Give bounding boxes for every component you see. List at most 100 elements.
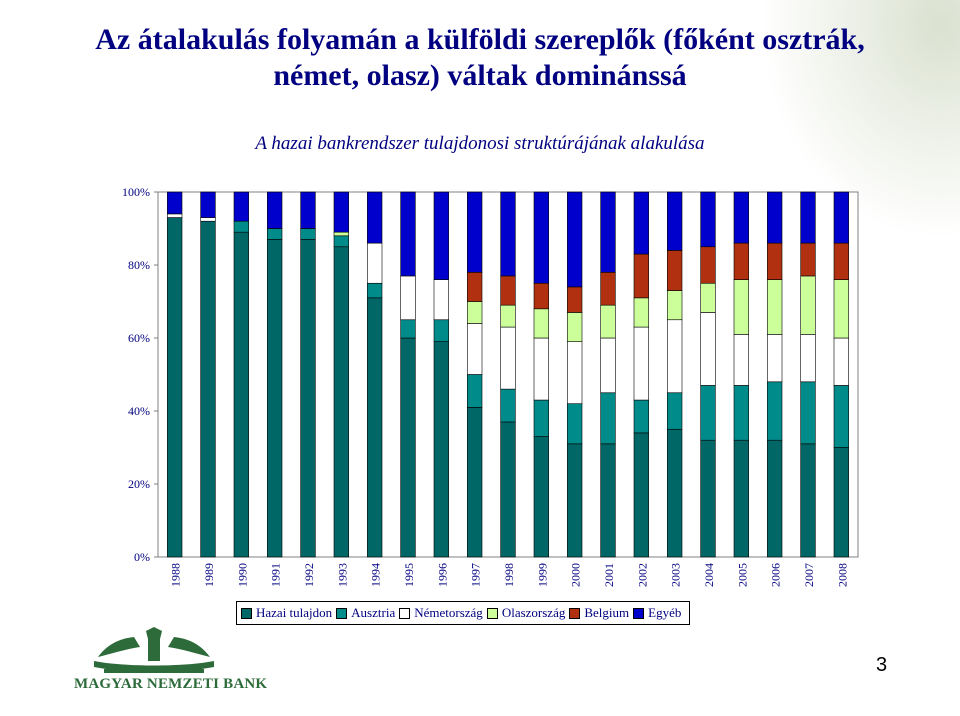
x-tick-label: 2002 — [635, 563, 649, 587]
bar-segment — [533, 337, 549, 401]
bar-segment — [767, 439, 783, 558]
bar-segment — [667, 250, 683, 291]
bar-segment — [433, 191, 449, 280]
legend-label: Belgium — [584, 605, 630, 620]
bar-segment — [533, 282, 549, 310]
bar-segment — [667, 319, 683, 394]
bar-segment — [533, 436, 549, 558]
chart-title: A hazai bankrendszer tulajdonosi struktú… — [255, 133, 705, 154]
bar-segment — [500, 421, 516, 558]
y-tick-label: 20% — [128, 477, 150, 491]
bar-segment — [533, 308, 549, 339]
bar-segment — [400, 275, 416, 321]
bar-segment — [667, 392, 683, 430]
x-tick-label: 1993 — [335, 563, 349, 587]
x-tick-label: 2006 — [769, 563, 783, 587]
bar-segment — [233, 231, 249, 558]
legend-item: Olaszország — [486, 605, 566, 621]
x-tick-label: 1995 — [402, 563, 416, 587]
x-tick-label: 1997 — [469, 563, 483, 587]
bar-segment — [800, 334, 816, 383]
bar-segment — [567, 341, 583, 404]
bar-segment — [333, 235, 349, 248]
x-tick-label: 2005 — [735, 563, 749, 587]
bar-segment — [533, 191, 549, 284]
bar-segment — [600, 191, 616, 273]
bar-segment — [167, 213, 183, 218]
legend-item: Egyéb — [633, 605, 681, 621]
page-number: 3 — [876, 654, 888, 676]
x-tick-label: 1994 — [369, 563, 383, 587]
bar-segment — [767, 191, 783, 244]
bar-segment — [500, 275, 516, 306]
bar-segment — [167, 191, 183, 215]
bar-segment — [600, 337, 616, 394]
x-tick-label: 1991 — [269, 563, 283, 587]
bar-segment — [333, 191, 349, 233]
bar-segment — [533, 399, 549, 437]
bar-segment — [833, 242, 849, 280]
legend-label: Németország — [414, 605, 483, 620]
bar-segment — [367, 282, 383, 299]
bar-segment — [433, 279, 449, 321]
x-tick-label: 1989 — [202, 563, 216, 587]
y-tick-label: 80% — [128, 258, 150, 272]
bar-segment — [800, 443, 816, 558]
bar-segment — [667, 290, 683, 321]
x-tick-label: 2007 — [802, 563, 816, 587]
bar-segment — [733, 439, 749, 558]
bar-segment — [633, 326, 649, 401]
bar-segment — [267, 228, 283, 240]
x-tick-label: 1988 — [169, 563, 183, 587]
legend-swatch — [486, 607, 498, 619]
legend-label: Egyéb — [648, 605, 682, 620]
bar-segment — [467, 191, 483, 273]
bar-segment — [633, 253, 649, 299]
bar-segment — [833, 337, 849, 386]
x-tick-label: 2003 — [669, 563, 683, 587]
slide-title-line-2: német, olasz) váltak dominánssá — [273, 59, 687, 92]
bar-segment — [400, 191, 416, 277]
x-tick-label: 1998 — [502, 563, 516, 587]
x-tick-label: 2004 — [702, 563, 716, 587]
bar-segment — [767, 279, 783, 335]
bar-segment — [500, 326, 516, 390]
bar-segment — [633, 432, 649, 558]
bar-segment — [500, 304, 516, 328]
bar-segment — [300, 191, 316, 229]
bar-segment — [733, 242, 749, 280]
bar-segment — [667, 428, 683, 558]
bar-segment — [633, 191, 649, 255]
bar-segment — [800, 242, 816, 277]
bar-segment — [733, 334, 749, 386]
bar-segment — [300, 228, 316, 240]
y-tick-label: 100% — [122, 185, 150, 199]
legend-item: Belgium — [569, 605, 629, 621]
legend-item: Németország — [399, 605, 483, 621]
x-tick-label: 2000 — [569, 563, 583, 587]
bar-segment — [367, 191, 383, 244]
bar-segment — [167, 217, 183, 558]
bar-segment — [833, 279, 849, 339]
legend-item: Ausztria — [336, 605, 395, 621]
bar-segment — [833, 385, 849, 448]
bar-segment — [833, 191, 849, 244]
bar-segment — [333, 246, 349, 558]
x-tick-label: 1996 — [435, 563, 449, 587]
legend-label: Olaszország — [501, 605, 566, 620]
bar-segment — [633, 399, 649, 434]
legend-swatch — [336, 607, 348, 619]
bar-segment — [433, 341, 449, 558]
bar-segment — [433, 319, 449, 342]
bar-segment — [600, 271, 616, 306]
bar-segment — [467, 271, 483, 302]
bar-segment — [267, 191, 283, 229]
bar-segment — [700, 246, 716, 284]
bar-segment — [333, 231, 349, 237]
bar-segment — [567, 191, 583, 288]
bar-segment — [200, 217, 216, 222]
x-tick-label: 1992 — [302, 563, 316, 587]
bar-segment — [600, 443, 616, 558]
mnb-logo-emblem — [94, 627, 214, 673]
